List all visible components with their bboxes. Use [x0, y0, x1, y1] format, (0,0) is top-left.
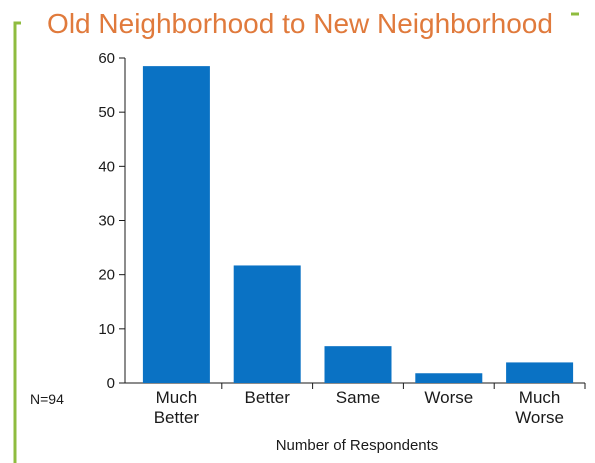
x-tick-label: Much [519, 388, 561, 407]
bar [233, 265, 301, 383]
sample-size-note: N=94 [30, 391, 64, 407]
x-tick-label: Worse [424, 388, 473, 407]
x-tick-label: Better [154, 408, 200, 427]
x-tick-label: Better [245, 388, 291, 407]
x-axis-title: Number of Respondents [276, 437, 439, 454]
bar [506, 362, 574, 383]
chart-title: Old Neighborhood to New Neighborhood [35, 4, 565, 44]
bar [324, 346, 392, 383]
y-tick-label: 30 [98, 213, 115, 230]
y-tick-label: 40 [98, 158, 115, 175]
y-tick-label: 60 [98, 50, 115, 67]
bar [142, 66, 210, 383]
y-tick-label: 10 [98, 321, 115, 338]
y-tick-label: 50 [98, 104, 115, 121]
x-tick-label: Same [336, 388, 380, 407]
x-tick-label: Worse [515, 408, 564, 427]
y-tick-label: 20 [98, 267, 115, 284]
bar [415, 373, 483, 383]
y-tick-label: 0 [107, 375, 115, 392]
x-tick-label: Much [156, 388, 198, 407]
frame-left-bracket [13, 21, 21, 463]
